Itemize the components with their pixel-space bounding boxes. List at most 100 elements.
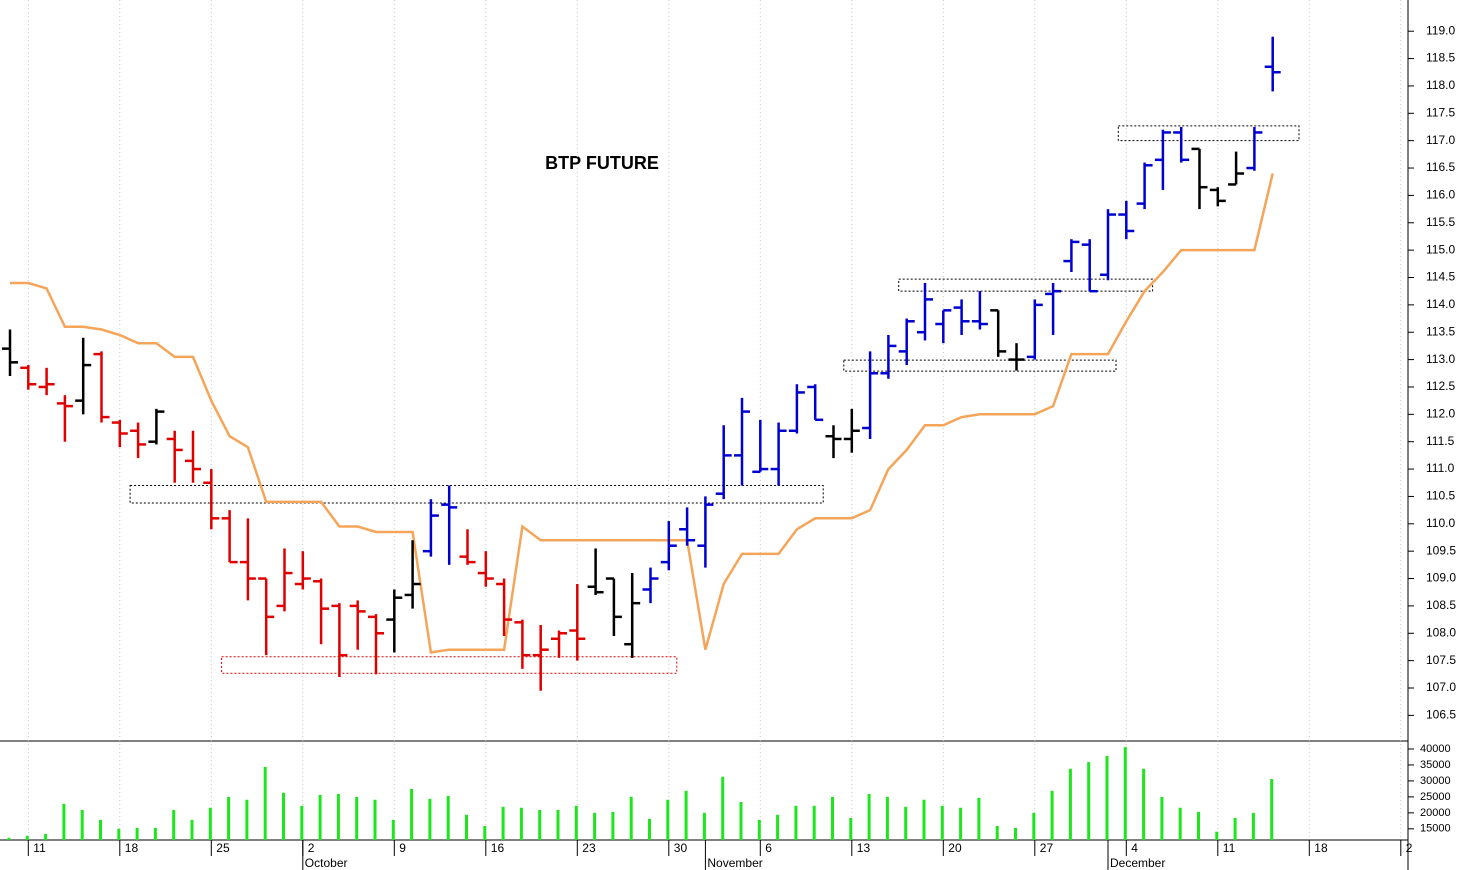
volume-bar bbox=[245, 799, 249, 840]
y-tick-label: 118.5 bbox=[1426, 51, 1455, 65]
month-label: December bbox=[1110, 856, 1165, 870]
volume-bar bbox=[336, 794, 340, 840]
volume-bar bbox=[1087, 762, 1091, 840]
volume-bar bbox=[318, 794, 322, 840]
y-tick-label: 110.0 bbox=[1426, 516, 1455, 530]
volume-bar bbox=[172, 809, 176, 840]
x-tick-label: 18 bbox=[125, 841, 139, 855]
volume-bar bbox=[757, 819, 761, 840]
volume-bar bbox=[135, 827, 139, 840]
y-tick-label: 115.0 bbox=[1426, 242, 1455, 256]
y-tick-label: 112.5 bbox=[1426, 379, 1455, 393]
volume-bar bbox=[501, 806, 505, 840]
volume-bar bbox=[794, 805, 798, 840]
y-tick-label: 107.5 bbox=[1426, 653, 1456, 667]
x-tick-label: 2 bbox=[1406, 841, 1413, 855]
volume-bar bbox=[629, 796, 633, 840]
volume-bar bbox=[721, 776, 725, 840]
volume-bar bbox=[831, 796, 834, 840]
y-tick-label: 119.0 bbox=[1426, 23, 1455, 37]
volume-bar bbox=[300, 805, 304, 840]
volume-bar bbox=[977, 797, 981, 840]
x-tick-label: 18 bbox=[1314, 841, 1328, 855]
volume-bar bbox=[904, 806, 908, 840]
y-tick-label: 114.5 bbox=[1426, 270, 1455, 284]
volume-bar bbox=[1032, 812, 1036, 840]
volume-bar bbox=[519, 807, 523, 840]
x-tick-label: 11 bbox=[1223, 841, 1236, 855]
x-tick-label: 13 bbox=[857, 841, 871, 855]
x-tick-label: 30 bbox=[674, 841, 688, 855]
volume-bar bbox=[1123, 747, 1127, 840]
y-tick-label: 30000 bbox=[1420, 775, 1451, 787]
trailing-line bbox=[10, 173, 1274, 654]
volume-bar bbox=[1251, 812, 1255, 840]
price-zone bbox=[129, 484, 824, 504]
volume-bar bbox=[1142, 768, 1146, 840]
price-zone bbox=[1117, 125, 1300, 142]
volume-bar bbox=[80, 809, 84, 840]
volume-bar bbox=[263, 766, 267, 840]
y-tick-label: 109.5 bbox=[1426, 543, 1456, 557]
y-tick-label: 111.0 bbox=[1426, 461, 1455, 475]
x-tick-label: 23 bbox=[582, 841, 596, 855]
volume-bar bbox=[739, 801, 743, 840]
y-tick-label: 108.5 bbox=[1426, 598, 1456, 612]
volume-bar bbox=[373, 799, 377, 840]
volume-bar bbox=[117, 828, 121, 840]
volume-bar bbox=[465, 814, 468, 840]
x-tick-label: 9 bbox=[399, 841, 406, 855]
volume-bar bbox=[995, 825, 999, 840]
chart-title: BTP FUTURE bbox=[545, 153, 659, 173]
volume-bar bbox=[1197, 811, 1200, 840]
volume-bar bbox=[611, 811, 615, 840]
x-tick-label: 16 bbox=[491, 841, 505, 855]
volume-bar bbox=[574, 805, 578, 840]
volume-bar bbox=[391, 819, 395, 840]
x-tick-label: 20 bbox=[948, 841, 962, 855]
volume-bar bbox=[666, 799, 670, 840]
y-tick-label: 109.0 bbox=[1426, 571, 1456, 585]
volume-bar bbox=[940, 805, 944, 840]
volume-bar bbox=[959, 807, 963, 840]
volume-bar bbox=[812, 805, 816, 840]
volume-bar bbox=[593, 812, 597, 840]
y-tick-label: 115.5 bbox=[1426, 215, 1455, 229]
volume-bar bbox=[1068, 768, 1072, 840]
y-tick-label: 113.5 bbox=[1426, 324, 1455, 338]
y-tick-label: 111.5 bbox=[1426, 434, 1455, 448]
month-label: October bbox=[305, 856, 348, 870]
volume-bar bbox=[62, 803, 66, 840]
volume-bar bbox=[227, 796, 231, 840]
volume-bar bbox=[428, 798, 432, 840]
y-tick-label: 117.0 bbox=[1426, 133, 1455, 147]
x-tick-label: 27 bbox=[1040, 841, 1054, 855]
y-tick-label: 15000 bbox=[1420, 823, 1451, 835]
volume-bar bbox=[190, 819, 194, 840]
volume-bar bbox=[702, 812, 706, 840]
y-tick-label: 40000 bbox=[1420, 743, 1451, 755]
x-tick-label: 11 bbox=[33, 841, 46, 855]
volume-bar bbox=[25, 835, 29, 840]
y-tick-label: 112.0 bbox=[1426, 407, 1455, 421]
volume-bar bbox=[1105, 756, 1109, 840]
volume-bar bbox=[1215, 831, 1219, 840]
volume-bar bbox=[1160, 796, 1164, 840]
y-tick-label: 25000 bbox=[1420, 791, 1451, 803]
y-tick-label: 106.5 bbox=[1426, 708, 1456, 722]
volume-bar bbox=[208, 807, 212, 840]
volume-bar bbox=[885, 796, 889, 840]
x-tick-label: 2 bbox=[308, 841, 315, 855]
y-tick-label: 113.0 bbox=[1426, 352, 1455, 366]
volume-bar bbox=[7, 837, 11, 840]
y-tick-label: 110.5 bbox=[1426, 489, 1455, 503]
y-tick-label: 35000 bbox=[1420, 759, 1451, 771]
y-tick-label: 20000 bbox=[1420, 807, 1451, 819]
volume-bar bbox=[483, 825, 487, 840]
volume-bar bbox=[867, 794, 871, 840]
volume-bar bbox=[1050, 790, 1054, 840]
volume-bar bbox=[1270, 779, 1274, 840]
y-tick-label: 114.0 bbox=[1426, 297, 1455, 311]
volume-bar bbox=[776, 814, 780, 840]
